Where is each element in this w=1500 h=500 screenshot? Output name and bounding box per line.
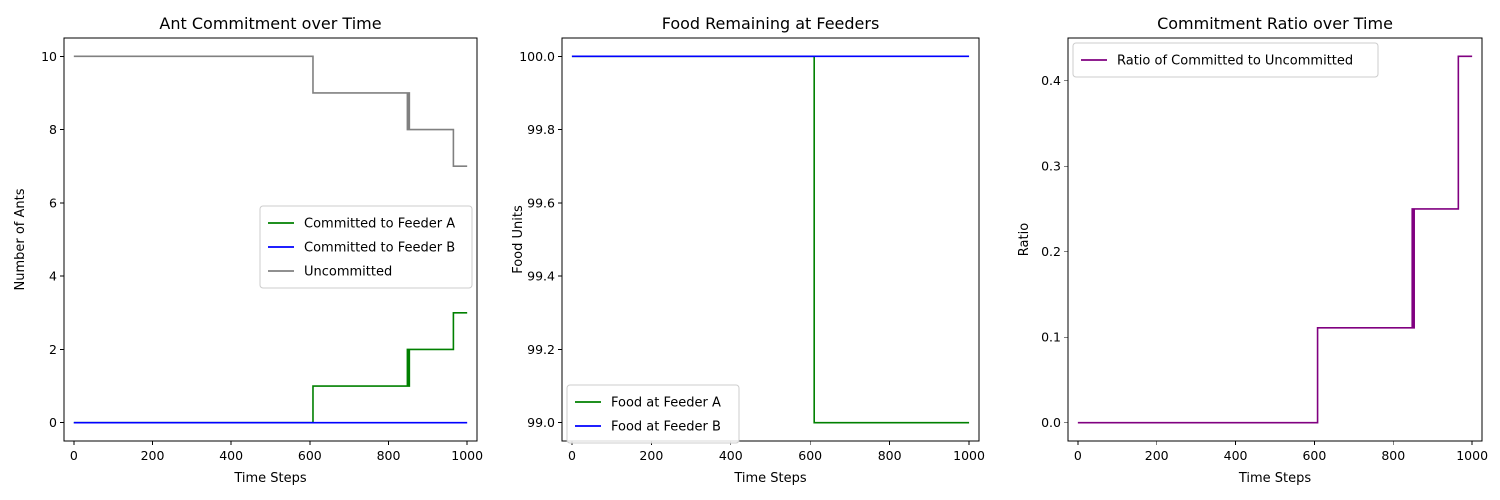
y-tick-label: 99.4 [527, 269, 555, 284]
y-tick-label: 100.0 [519, 49, 555, 64]
legend: Ratio of Committed to Uncommitted [1072, 42, 1379, 78]
x-axis-label: Time Steps [233, 471, 307, 486]
y-axis-label: Food Units [511, 205, 526, 274]
series-line-3 [73, 55, 468, 168]
y-tick-label: 99.6 [527, 195, 555, 210]
series-group [571, 55, 970, 424]
series-group [73, 55, 468, 424]
y-tick-label: 4 [49, 269, 57, 284]
x-tick-label: 800 [377, 448, 401, 463]
series-line-1 [571, 55, 970, 424]
x-tick-label: 200 [639, 448, 663, 463]
x-tick-label: 600 [798, 448, 822, 463]
x-tick-label: 200 [1145, 448, 1169, 463]
x-tick-label: 1000 [451, 448, 483, 463]
legend: Food at Feeder A Food at Feeder B [566, 384, 740, 444]
legend-entry-label: Committed to Feeder A [304, 217, 455, 232]
y-axis-label: Ratio [1017, 223, 1032, 256]
y-tick-label: 6 [49, 195, 57, 210]
y-tick-label: 99.0 [527, 415, 555, 430]
x-axis-label: Time Steps [733, 471, 807, 486]
y-tick-label: 99.2 [527, 342, 555, 357]
legend-entry-label: Uncommitted [304, 265, 392, 280]
y-tick-label: 0 [49, 415, 57, 430]
x-tick-label: 400 [219, 448, 243, 463]
y-tick-label: 10 [41, 49, 57, 64]
legend-entry-label: Committed to Feeder B [304, 241, 455, 256]
legend-entry-label: Food at Feeder B [611, 420, 721, 435]
x-tick-label: 200 [141, 448, 165, 463]
y-tick-label: 0.3 [1041, 159, 1061, 174]
plot-frame [1067, 37, 1483, 442]
plot-frame [63, 37, 478, 442]
x-tick-label: 400 [1224, 448, 1248, 463]
x-tick-label: 0 [70, 448, 78, 463]
x-tick-label: 400 [719, 448, 743, 463]
plot-frame [561, 37, 980, 442]
x-tick-label: 1000 [953, 448, 985, 463]
legend-box [566, 384, 740, 444]
chart-panel-2: 0 200 400 600 800 1000 99.0 99.2 99.4 99.6 99.8 100… [511, 14, 985, 486]
y-tick-label: 99.8 [527, 122, 555, 137]
y-tick-label: 0.1 [1041, 330, 1061, 345]
chart-title: Food Remaining at Feeders [662, 14, 880, 33]
chart-title: Commitment Ratio over Time [1157, 14, 1393, 33]
chart-title: Ant Commitment over Time [159, 14, 381, 33]
legend-box [259, 205, 473, 289]
y-axis-label: Number of Ants [13, 188, 28, 290]
legend: Committed to Feeder A Committed to Feeder… [259, 205, 473, 289]
legend-box [1072, 42, 1379, 78]
y-tick-label: 0.0 [1041, 415, 1061, 430]
y-tick-label: 0.2 [1041, 244, 1061, 259]
x-tick-label: 800 [878, 448, 902, 463]
chart-panel-3: 0 200 400 600 800 1000 0.0 0.1 0.2 0.3 0.4 Commitme… [1017, 14, 1488, 486]
x-tick-label: 800 [1381, 448, 1405, 463]
x-tick-label: 600 [298, 448, 322, 463]
y-tick-label: 2 [49, 342, 57, 357]
x-axis-label: Time Steps [1238, 471, 1312, 486]
chart-panel-1: 0 200 400 600 800 1000 0 2 4 6 8 10 Ant Commitment o… [13, 14, 483, 486]
x-tick-label: 600 [1302, 448, 1326, 463]
series-line-1 [73, 311, 468, 424]
series-line-1 [1077, 55, 1473, 424]
x-tick-label: 0 [568, 448, 576, 463]
series-group [1077, 55, 1473, 424]
legend-entry-label: Food at Feeder A [611, 396, 721, 411]
x-tick-label: 0 [1074, 448, 1082, 463]
legend-entry-label: Ratio of Committed to Uncommitted [1117, 54, 1353, 69]
y-tick-label: 0.4 [1041, 73, 1061, 88]
x-tick-label: 1000 [1456, 448, 1488, 463]
y-tick-label: 8 [49, 122, 57, 137]
